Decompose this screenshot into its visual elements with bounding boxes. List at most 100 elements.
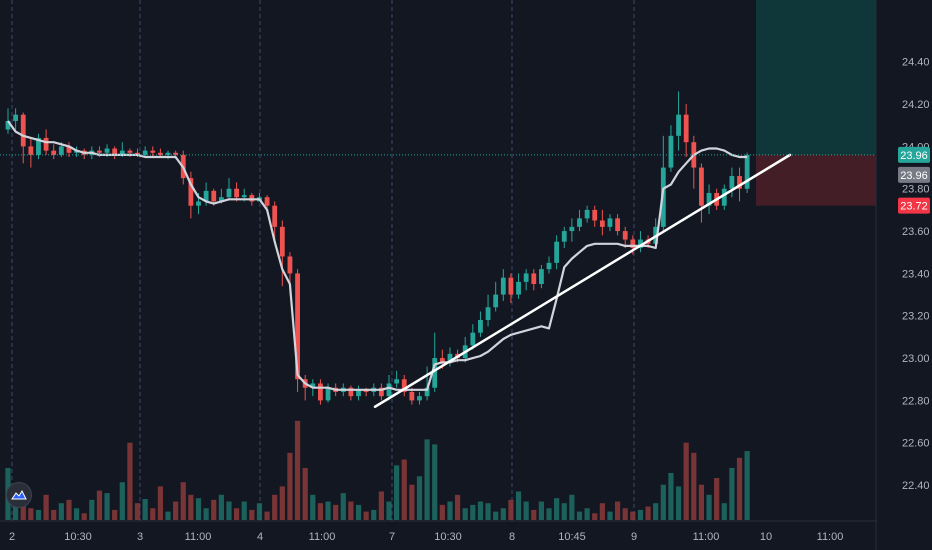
time-tick-label: 10:45 [558,531,586,543]
price-tick-label: 22.80 [902,395,930,407]
time-tick-label: 10:30 [434,531,462,543]
volume-bar [134,503,141,520]
candle-body [66,146,72,153]
volume-bar [264,511,270,520]
tradingview-logo-icon[interactable] [6,482,32,508]
volume-bar [637,509,644,520]
volume-bar [706,494,712,520]
candle-body [546,262,552,270]
candle [584,205,590,223]
candle-body [409,391,415,401]
candle-body [58,146,64,155]
volume-bar [89,499,95,520]
volume-bar [470,504,476,520]
volume-bar [272,494,278,520]
candle-body [226,188,232,198]
logo-mountain-icon [11,489,27,500]
candle-body [348,387,354,397]
candle-body [378,387,384,397]
price-tick-label: 23.20 [902,311,930,323]
candle [683,104,689,157]
candle-body [5,121,11,130]
candle [142,146,148,157]
time-tick-label: 11:00 [693,531,720,543]
position-box[interactable] [756,0,876,206]
candle [356,385,361,401]
candle-body [737,176,742,189]
candle-body [188,178,194,206]
candle-body [493,294,499,308]
volume-bar [546,508,552,520]
volume-bar [20,503,26,520]
volume-bar [721,503,727,520]
volume-bar [302,467,308,520]
candle [599,209,605,236]
candle [478,311,483,337]
volume-bar [363,511,369,520]
volume-bar [500,508,506,520]
time-axis[interactable]: 2 10:30 3 11:00 4 11:00 7 10:30 8 10:45 9 11:00 10 11… [9,531,843,543]
volume-bar [744,451,750,520]
trendline-drawing[interactable] [373,153,792,409]
candle [744,152,750,193]
candle-body [638,239,643,249]
candle-body [218,197,224,202]
volume-bar [66,499,72,520]
candle-body [356,389,361,397]
volume-bar [58,503,64,520]
volume-bar [333,504,339,520]
candle-body [630,239,636,249]
candle-body [36,137,41,155]
volume-bar [310,494,316,520]
price-tick-label: 24.20 [902,99,930,111]
candle-body [150,150,156,153]
candle [592,205,598,227]
volume-bar [554,498,560,520]
candle [676,91,681,151]
price-tick-label: 22.60 [902,438,930,450]
time-tick-label: 2 [9,531,15,543]
volume-bar [531,509,537,520]
time-tick-label: 8 [509,531,515,543]
volume-bar [51,509,57,520]
volume-bar [668,472,674,520]
candle-body [500,277,506,295]
candle-body [104,148,110,153]
volume-bar [432,444,438,520]
price-badges: 23.96 23.96 23.72 [898,146,930,214]
volume-bar [112,509,118,520]
volume-bar [401,459,407,520]
candle [28,137,34,168]
candle-body [508,277,514,295]
volume-bar [416,476,423,520]
volume-bar [736,457,743,520]
candle-body [165,152,171,155]
candle-body [28,146,34,155]
candle [13,108,19,130]
candle-body [447,353,453,363]
volume-bar [180,482,186,520]
candle [417,391,422,405]
candle-body [607,218,613,227]
time-tick-label: 11:00 [309,531,336,543]
candle [20,112,26,164]
candle [432,332,438,392]
candle-body [622,231,628,240]
volume-bars [5,420,750,520]
candle [66,142,72,157]
price-axis[interactable]: 24.4024.2024.0023.8023.6023.4023.2023.00… [902,57,930,492]
candle [279,220,285,287]
volume-bar [508,499,514,520]
candle-body [729,176,735,189]
candle-body [318,383,323,401]
volume-bar [142,499,148,520]
volume-bar [386,501,392,520]
candle-body [676,114,681,136]
candle [699,163,704,223]
volume-bar [653,503,659,520]
candle-body [432,358,438,388]
candle [607,214,613,232]
volume-bar [28,508,34,520]
volume-bar [256,503,263,520]
